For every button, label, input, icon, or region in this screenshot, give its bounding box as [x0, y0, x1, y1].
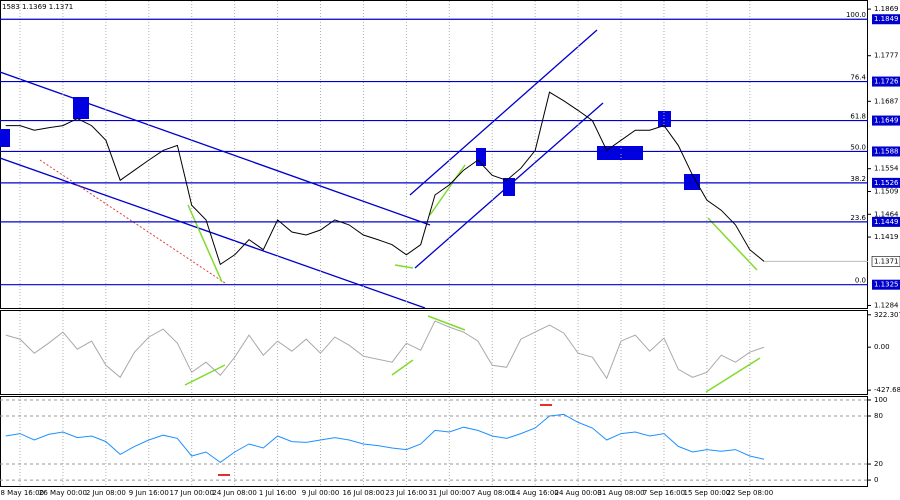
fib-ratio: 76.4 [850, 74, 866, 82]
x-tick-label: 9 Jun 16:00 [129, 489, 169, 497]
price-box-label: 1.1325 [874, 281, 899, 289]
x-tick-label: 24 Aug 00:00 [554, 489, 601, 497]
x-tick-label: 14 Aug 16:00 [512, 489, 559, 497]
price-box-label: 1.1849 [874, 15, 899, 23]
zone-box [684, 174, 700, 190]
y-tick-label: 80 [874, 412, 883, 420]
fib-ratio: 100.0 [846, 11, 866, 19]
price-box-label: 1.1449 [874, 218, 899, 226]
series-line [5, 413, 765, 464]
x-tick-label: 22 Sep 08:00 [726, 489, 773, 497]
divergence-line [184, 364, 226, 386]
cci-frame [0, 310, 868, 395]
divergence-line [187, 204, 223, 283]
zone-box [0, 129, 10, 147]
channel-line [409, 29, 598, 196]
x-tick-label: 1 Jul 16:00 [259, 489, 297, 497]
divergence-line [705, 357, 761, 393]
price-box-label: 1.1588 [874, 147, 899, 155]
y-tick-label: -427.686 [874, 386, 900, 394]
price-box-label: 1.1726 [874, 78, 899, 86]
zone-box [658, 111, 671, 127]
y-tick-label: 1.1554 [874, 165, 899, 173]
y-tick-label: 1.1777 [874, 52, 899, 60]
last-price-box [871, 256, 900, 267]
price-box-label: 1.1526 [874, 179, 899, 187]
last-price-label: 1.1371 [874, 257, 899, 265]
y-tick-label: 322.3074 [874, 311, 900, 319]
y-tick-label: 20 [874, 460, 883, 468]
x-tick-label: 31 Jul 00:00 [428, 489, 470, 497]
y-tick-label: 1.1284 [874, 301, 899, 309]
divergence-line [427, 315, 466, 331]
channel-line [0, 71, 431, 226]
y-tick-label: 100 [874, 396, 887, 404]
y-tick-label: 1.1869 [874, 5, 899, 13]
price-box [872, 216, 900, 227]
divergence-line [394, 264, 414, 269]
fib-ratio: 61.8 [850, 113, 866, 121]
x-tick-label: 16 Jul 08:00 [342, 489, 384, 497]
fib-ratio: 23.6 [850, 214, 866, 222]
x-tick-label: 24 Jun 08:00 [212, 489, 256, 497]
series-line [5, 91, 765, 266]
x-tick-label: 2 Jun 08:00 [86, 489, 126, 497]
divergence-line [391, 359, 414, 376]
frames [0, 0, 868, 487]
rsi-markers [218, 404, 552, 476]
y-tick-label: 0.00 [874, 343, 890, 351]
price-frame [0, 0, 868, 309]
fib-ratio: 50.0 [850, 143, 866, 151]
zone-box [73, 97, 89, 119]
x-tick-label: 18 May 16:00 [0, 489, 44, 497]
price-box [872, 115, 900, 126]
price-box [872, 146, 900, 157]
divergence-lines [184, 164, 761, 393]
x-tick-label: 7 Sep 16:00 [643, 489, 685, 497]
y-tick-label: 1.1687 [874, 97, 899, 105]
x-tick-label: 17 Jun 00:00 [169, 489, 213, 497]
fib-ratio: 38.2 [850, 175, 866, 183]
y-tick-label: 1.1419 [874, 233, 899, 241]
price-box [872, 76, 900, 87]
x-tick-label: 9 Jul 00:00 [302, 489, 340, 497]
header-quote: 1583 1.1369 1.1371 [2, 3, 73, 11]
price-box [872, 279, 900, 290]
series-line [5, 320, 765, 380]
x-tick-label: 31 Aug 08:00 [597, 489, 644, 497]
divergence-line [429, 164, 466, 216]
fib-ratio: 0.0 [855, 277, 866, 285]
x-tick-label: 15 Sep 00:00 [684, 489, 731, 497]
x-tick-label: 7 Aug 08:00 [471, 489, 514, 497]
y-tick-label: 0 [874, 476, 878, 484]
rsi-frame [0, 396, 868, 487]
x-tick-label: 26 May 00:00 [39, 489, 87, 497]
price-box-label: 1.1649 [874, 117, 899, 125]
x-tick-label: 23 Jul 16:00 [385, 489, 427, 497]
y-tick-label: 1.1509 [874, 187, 899, 195]
red-dotted-line [39, 159, 226, 284]
zone-box [597, 146, 643, 160]
zone-box [476, 148, 486, 166]
price-box [872, 177, 900, 188]
price-box [872, 14, 900, 25]
zone-box [503, 178, 515, 196]
y-tick-label: 1.1464 [874, 210, 899, 218]
divergence-line [707, 217, 758, 271]
